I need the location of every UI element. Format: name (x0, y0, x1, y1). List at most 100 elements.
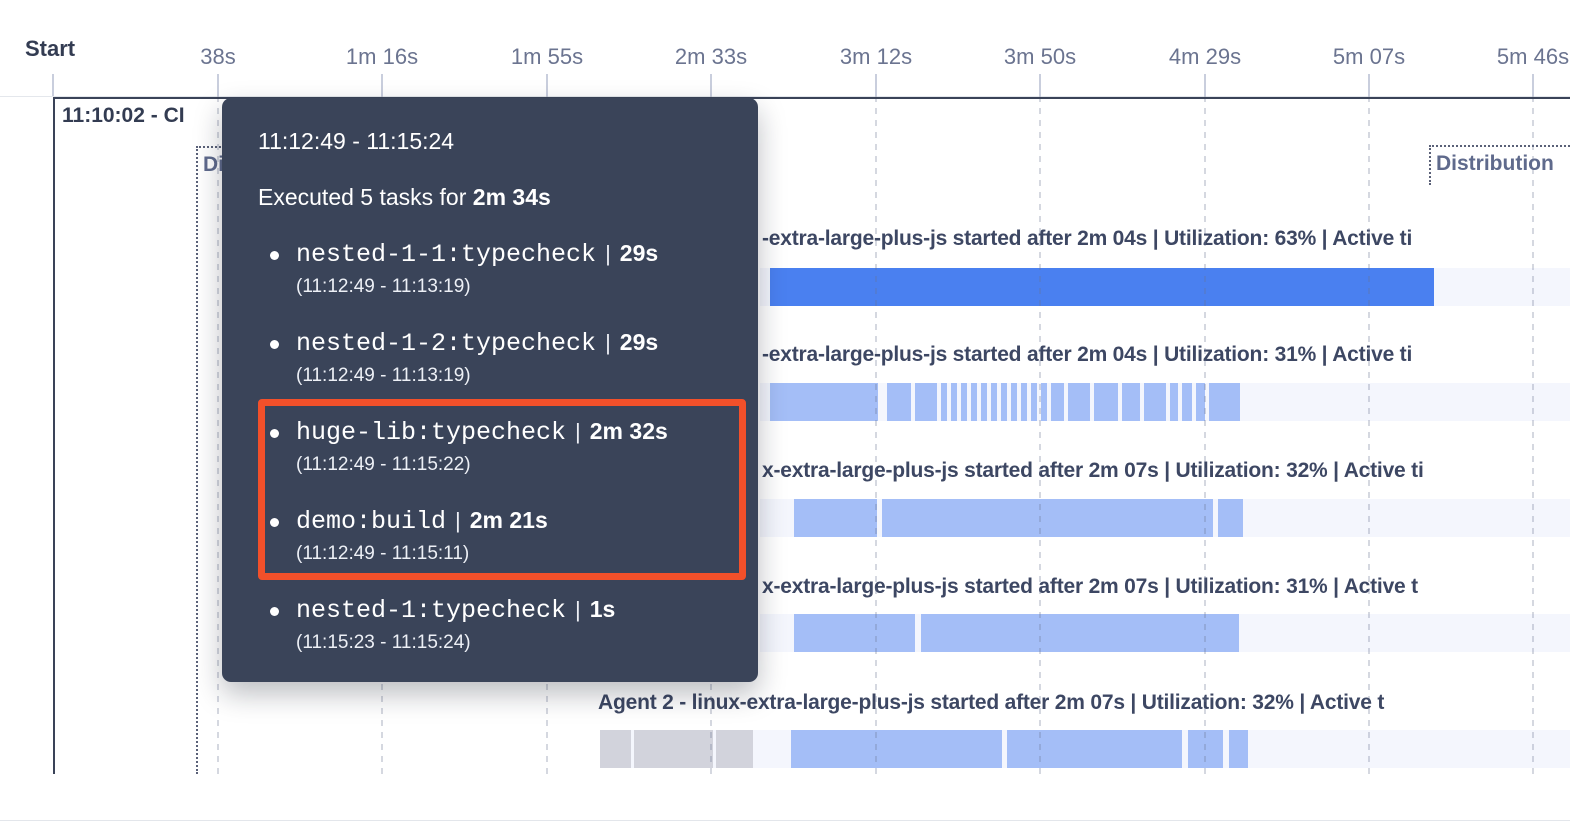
distribution-group-right: Distribution (1429, 145, 1570, 185)
task-bar-segment[interactable] (716, 730, 753, 768)
task-bar-segment[interactable] (1182, 383, 1192, 421)
tooltip-task-name: nested-1-2:typecheck (296, 329, 597, 358)
task-bar-segment[interactable] (1021, 383, 1027, 421)
axis-tick-start (52, 74, 54, 96)
tooltip-task-name: nested-1-1:typecheck (296, 240, 597, 269)
task-bar-segment[interactable] (915, 383, 937, 421)
axis-tick-mark (1039, 74, 1041, 96)
tooltip-task-duration: 2m 32s (589, 418, 668, 444)
task-bar-segment[interactable] (1229, 730, 1248, 768)
task-bar-segment[interactable] (600, 730, 631, 768)
tooltip-task-item: demo:build | 2m 21s (11:12:49 - 11:15:11) (270, 507, 548, 565)
bullet-icon (270, 518, 279, 527)
task-bar-segment[interactable] (794, 499, 877, 537)
task-bar-segment[interactable] (634, 730, 713, 768)
axis-tick-mark (875, 74, 877, 96)
task-bar-segment[interactable] (1001, 383, 1007, 421)
task-bar-segment[interactable] (1170, 383, 1178, 421)
axis-tick-mark (381, 74, 383, 96)
task-bar-segment[interactable] (791, 730, 1002, 768)
tooltip-task-separator: | (605, 241, 611, 266)
tooltip-task-duration: 29s (619, 329, 659, 355)
tooltip-task-range: (11:12:49 - 11:13:19) (296, 276, 471, 297)
task-bar-segment[interactable] (882, 499, 1213, 537)
task-bar-segment[interactable] (991, 383, 997, 421)
tooltip-summary: Executed 5 tasks for 2m 34s (258, 184, 551, 211)
task-bar-segment[interactable] (1094, 383, 1118, 421)
task-bar-segment[interactable] (1041, 383, 1047, 421)
axis-tick-label: 5m 46s (1496, 44, 1570, 69)
task-bar-segment[interactable] (1188, 730, 1223, 768)
tooltip-task-separator: | (455, 508, 461, 533)
axis-tick-label: 1m 55s (510, 44, 584, 69)
axis-separator-line (0, 96, 1570, 97)
tooltip-task-separator: | (575, 419, 581, 444)
task-bar-segment[interactable] (1196, 383, 1205, 421)
task-bar-segment[interactable] (1122, 383, 1140, 421)
agent-row-label: -extra-large-plus-js started after 2m 04… (762, 343, 1413, 366)
task-bar-segment[interactable] (887, 383, 911, 421)
axis-start-label: Start (25, 36, 76, 61)
task-bar-segment[interactable] (770, 383, 878, 421)
task-bar-segment[interactable] (794, 614, 915, 652)
task-bar-segment[interactable] (971, 383, 977, 421)
bullet-icon (270, 429, 279, 438)
tooltip-task-name: demo:build (296, 507, 447, 536)
axis-tick-mark (546, 74, 548, 96)
task-bar-segment[interactable] (1031, 383, 1037, 421)
task-bar-segment[interactable] (1011, 383, 1017, 421)
distribution-label-right: Distribution (1436, 152, 1554, 175)
tooltip-task-range: (11:15:23 - 11:15:24) (296, 632, 471, 653)
agent-row-label: x-extra-large-plus-js started after 2m 0… (762, 575, 1418, 598)
task-bar-segment[interactable] (1007, 730, 1182, 768)
tooltip-summary-duration: 2m 34s (472, 184, 551, 210)
task-bar-segment[interactable] (981, 383, 987, 421)
task-bar-segment[interactable] (1209, 383, 1240, 421)
tooltip-task-line: nested-1:typecheck | 1s (296, 596, 615, 625)
tooltip-summary-prefix: Executed 5 tasks for (258, 184, 473, 210)
tooltip-task-line: nested-1-2:typecheck | 29s (296, 329, 658, 358)
axis-tick-label: 2m 33s (674, 44, 748, 69)
agent-row-label: -extra-large-plus-js started after 2m 04… (762, 227, 1413, 250)
tooltip-task-duration: 2m 21s (469, 507, 548, 533)
tooltip-task-separator: | (605, 330, 611, 355)
tooltip-task-line: huge-lib:typecheck | 2m 32s (296, 418, 668, 447)
axis-tick-mark (1368, 74, 1370, 96)
tooltip-task-range: (11:12:49 - 11:15:11) (296, 543, 470, 564)
axis-tick-label: 1m 16s (345, 44, 419, 69)
tooltip-task-range: (11:12:49 - 11:15:22) (296, 454, 471, 475)
tooltip-task-name: nested-1:typecheck (296, 596, 567, 625)
tooltip-time-range: 11:12:49 - 11:15:24 (258, 128, 455, 154)
tooltip-task-item: nested-1-2:typecheck | 29s (11:12:49 - 11:1… (270, 329, 658, 387)
task-bar-segment[interactable] (951, 383, 957, 421)
axis-tick-label: 38s (200, 44, 236, 69)
task-bar-segment[interactable] (1051, 383, 1064, 421)
gridline (1368, 96, 1370, 774)
axis-tick-mark (217, 74, 219, 96)
gridline (1039, 96, 1041, 774)
task-bar-segment[interactable] (941, 383, 947, 421)
task-bar-segment[interactable] (921, 614, 1239, 652)
tooltip-task-duration: 1s (589, 596, 616, 622)
gridline (1532, 96, 1534, 774)
tooltip-task-name: huge-lib:typecheck (296, 418, 567, 447)
tooltip-task-line: nested-1-1:typecheck | 29s (296, 240, 658, 269)
task-tooltip: 11:12:49 - 11:15:24 Executed 5 tasks for… (222, 98, 758, 682)
tooltip-task-separator: | (575, 597, 581, 622)
task-bar-segment[interactable] (1068, 383, 1090, 421)
task-bar-segment[interactable] (1218, 499, 1243, 537)
tooltip-task-range: (11:12:49 - 11:13:19) (296, 365, 471, 386)
task-bar-segment[interactable] (961, 383, 967, 421)
task-bar-segment[interactable] (770, 268, 1434, 306)
gridline (1204, 96, 1206, 774)
ci-group-label: 11:10:02 - CI (62, 104, 185, 127)
axis-tick-mark (1532, 74, 1534, 96)
axis-tick-label: 3m 12s (839, 44, 913, 69)
bottom-separator-line (0, 820, 1570, 821)
axis-tick-mark (710, 74, 712, 96)
tooltip-task-item: nested-1-1:typecheck | 29s (11:12:49 - 11:1… (270, 240, 658, 298)
bullet-icon (270, 340, 279, 349)
task-bar-segment[interactable] (1144, 383, 1166, 421)
agent-row-label: Agent 2 - linux-extra-large-plus-js star… (598, 691, 1385, 714)
